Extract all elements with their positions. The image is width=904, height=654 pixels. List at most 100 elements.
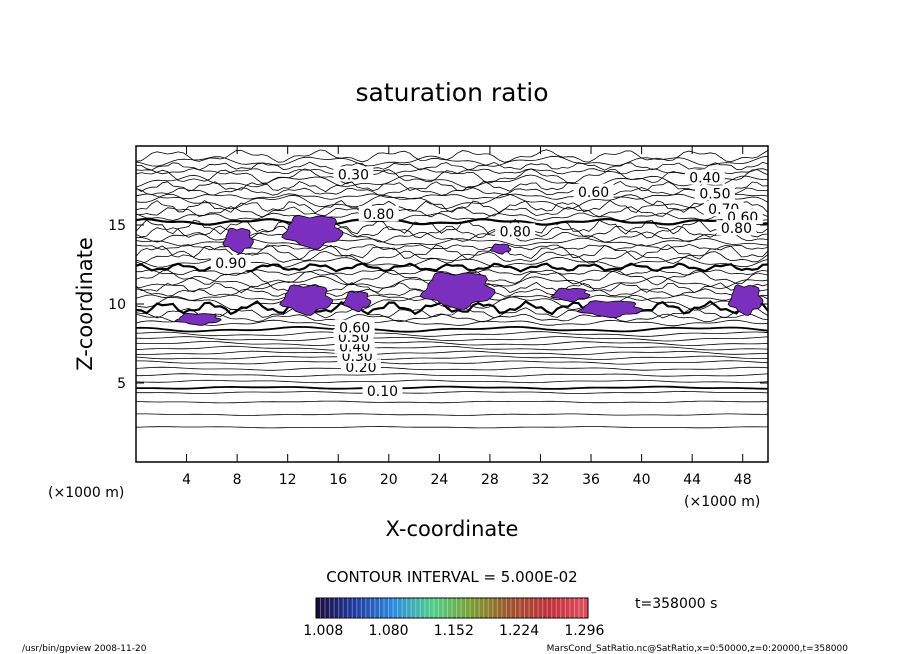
supersaturated-region	[342, 290, 372, 313]
contour-label: 0.50	[699, 186, 730, 202]
colorbar-tick-label: 1.224	[499, 623, 539, 639]
y-axis: 5 10 15	[108, 218, 768, 392]
supersaturated-regions	[174, 214, 764, 326]
y-axis-label: Z-coordinate	[73, 237, 97, 371]
contour-line	[135, 325, 769, 333]
contour-line	[135, 168, 769, 175]
contour-line	[135, 174, 769, 189]
contour-line	[135, 187, 768, 196]
x-unit-left: (×1000 m)	[48, 485, 124, 501]
footer-left: /usr/bin/gpview 2008-11-20	[22, 644, 147, 654]
colorbar-tick-label: 1.296	[564, 623, 604, 639]
contour-line	[135, 180, 769, 193]
x-tick-label: 28	[481, 472, 499, 488]
colorbar-tick-label: 1.152	[434, 623, 474, 639]
contour-line	[135, 313, 769, 323]
time-label: t=358000 s	[635, 596, 717, 612]
contour-label: 0.10	[367, 384, 398, 400]
contour-line	[135, 217, 769, 226]
contour-line	[135, 193, 769, 200]
contour-line	[135, 149, 769, 163]
contour-lines	[135, 149, 769, 429]
contour-line	[135, 350, 768, 356]
supersaturated-region	[419, 271, 496, 310]
supersaturated-region	[550, 287, 591, 303]
supersaturated-region	[281, 214, 344, 250]
contour-label-bg	[495, 223, 536, 239]
contour-line	[135, 379, 769, 384]
supersaturated-region	[279, 284, 334, 316]
colorbar-tick-label: 1.008	[303, 623, 343, 639]
x-tick-label: 8	[233, 472, 242, 488]
contour-line	[135, 366, 769, 371]
contour-line	[135, 355, 769, 360]
contour-label-bg	[362, 382, 403, 398]
contour-line	[135, 161, 769, 171]
contour-line	[135, 319, 769, 327]
footer-right: MarsCond_SatRatio.nc@SatRatio,x=0:50000,…	[547, 644, 849, 654]
x-tick-label: 16	[329, 472, 347, 488]
x-axis: 4 8 12 16 20 24 28 32 36 40 44 48	[182, 146, 752, 488]
contour-line	[135, 345, 769, 351]
contour-label-bg	[684, 169, 725, 185]
x-tick-label: 20	[380, 472, 398, 488]
contour-line	[135, 212, 769, 222]
contour-line	[135, 341, 769, 346]
contour-line	[136, 413, 769, 416]
contour-label-bg	[694, 185, 735, 201]
contour-label: 0.20	[345, 360, 376, 376]
contour-line	[136, 206, 769, 218]
x-tick-label: 12	[279, 472, 297, 488]
contour-label: 0.90	[215, 256, 246, 272]
y-tick-label: 5	[117, 376, 126, 392]
contour-line	[135, 336, 769, 342]
supersaturated-region	[174, 312, 222, 326]
x-tick-label: 36	[582, 472, 600, 488]
contour-line	[135, 331, 769, 337]
chart-title: saturation ratio	[355, 78, 548, 107]
contour-line	[135, 193, 769, 210]
contour-line	[136, 360, 769, 365]
contour-labels: 0.100.200.300.400.500.600.300.600.400.50…	[210, 166, 763, 400]
colorbar-tick-label: 1.080	[368, 623, 408, 639]
x-tick-label: 44	[683, 472, 701, 488]
contour-interval: CONTOUR INTERVAL = 5.000E-02	[326, 568, 577, 586]
supersaturated-region	[576, 300, 644, 319]
contour-line	[136, 390, 769, 394]
contour-label: 0.40	[689, 171, 720, 187]
contour-line	[135, 218, 769, 235]
contour-label: 0.30	[338, 167, 369, 183]
contour-line	[136, 269, 769, 276]
colorbar-gradient	[315, 597, 589, 619]
contour-label-bg	[210, 254, 251, 270]
contour-label-bg	[333, 166, 374, 182]
contour-label: 0.60	[339, 321, 370, 337]
contour-label: 0.80	[721, 221, 752, 237]
contour-line	[136, 385, 769, 390]
contour-line	[135, 426, 768, 429]
colorbar-stripes	[320, 598, 584, 618]
y-tick-label: 15	[108, 218, 126, 234]
contour-label-bg	[573, 183, 614, 199]
contour-line	[135, 400, 768, 404]
contour-label: 0.60	[578, 185, 609, 201]
x-unit-right: (×1000 m)	[684, 494, 760, 510]
supersaturated-region	[727, 284, 764, 316]
supersaturated-region	[489, 243, 512, 255]
x-tick-label: 24	[430, 472, 448, 488]
x-tick-label: 32	[532, 472, 550, 488]
contour-line	[135, 300, 769, 316]
contour-line	[135, 168, 769, 185]
colorbar: 1.008 1.080 1.152 1.224 1.296	[303, 597, 604, 639]
contour-line	[136, 373, 769, 377]
x-tick-label: 48	[734, 472, 752, 488]
contour-line	[135, 307, 769, 319]
contour-label: 0.80	[500, 224, 531, 240]
y-tick-label: 10	[108, 297, 126, 313]
contour-label-bg	[716, 220, 757, 236]
colorbar-ticks: 1.008 1.080 1.152 1.224 1.296	[303, 623, 604, 639]
contour-label: 0.80	[363, 207, 394, 223]
contour-line	[135, 200, 769, 214]
x-tick-label: 4	[182, 472, 191, 488]
